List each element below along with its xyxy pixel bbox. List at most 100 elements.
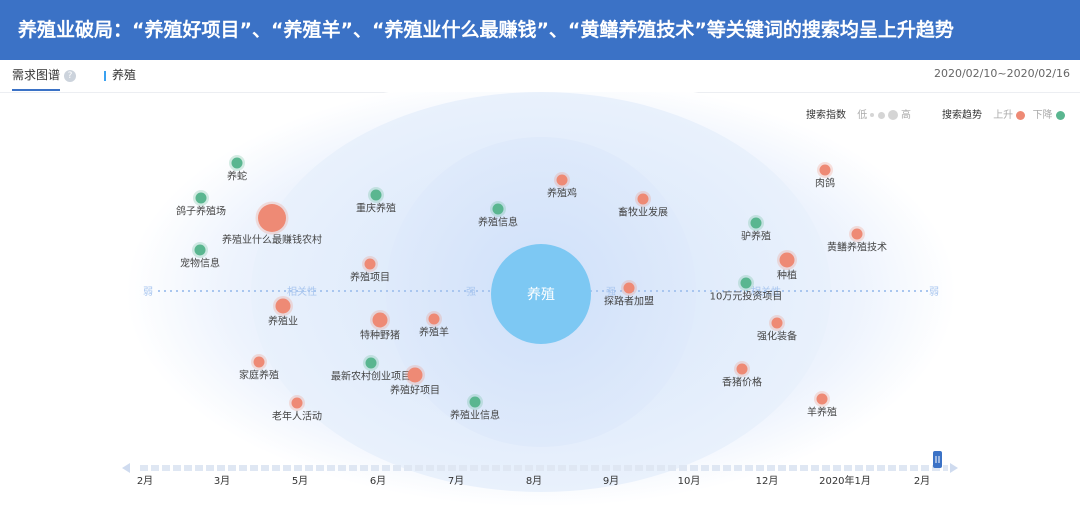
node-label: 老年人活动 [272, 410, 322, 423]
keyword-node[interactable]: 特种野猪 [360, 310, 400, 342]
node-dot [194, 244, 206, 256]
axis-weak-left: 弱 [143, 286, 153, 298]
node-label: 10万元投资项目 [710, 290, 783, 303]
timeline-month-label: 2020年1月 [819, 474, 871, 487]
node-label: 羊养殖 [807, 406, 837, 419]
keyword-label: 养殖 [112, 68, 137, 82]
axis-strong-left: 强 [466, 286, 476, 298]
node-dot [779, 252, 795, 268]
keyword-node[interactable]: 探路者加盟 [604, 280, 654, 308]
node-label: 肉鸽 [815, 177, 835, 190]
node-label: 养殖业什么最赚钱农村 [222, 233, 322, 246]
search-index-legend: 搜索指数 低 高 [806, 106, 911, 121]
node-label: 驴养殖 [741, 230, 771, 243]
node-label: 养殖鸡 [547, 187, 577, 200]
keyword-node[interactable]: 羊养殖 [807, 391, 837, 419]
node-label: 家庭养殖 [239, 369, 279, 382]
tab-demand-map-label: 需求图谱 [12, 68, 61, 82]
legend-down-label: 下降 [1032, 110, 1053, 121]
axis-weak-right: 弱 [929, 286, 939, 298]
tab-demand-map[interactable]: 需求图谱? [12, 66, 77, 83]
timeline-month-label: 12月 [756, 475, 779, 487]
timeline-month-label: 10月 [678, 475, 701, 487]
node-dot [231, 157, 243, 169]
center-keyword[interactable]: 养殖 [491, 244, 591, 344]
node-label: 宠物信息 [180, 257, 220, 270]
timeline-month-label: 2月 [137, 475, 153, 487]
node-dot [195, 192, 207, 204]
node-dot [258, 204, 286, 232]
node-dot [736, 363, 748, 375]
timeline: 2月 3月 5月 6月 7月 8月 9月 10月 12月 2020年1月 2月 [122, 451, 958, 487]
keyword-node[interactable]: 鸽子养殖场 [176, 190, 226, 218]
node-label: 探路者加盟 [604, 295, 654, 308]
keyword-tag: 养殖 [104, 66, 136, 83]
node-label: 黄鳝养殖技术 [827, 241, 887, 254]
keyword-node[interactable]: 宠物信息 [180, 242, 220, 270]
tab-bar: 需求图谱? 养殖 2020/02/10~2020/02/16 [0, 60, 1080, 93]
node-dot [275, 298, 291, 314]
timeline-month-label: 2月 [914, 475, 930, 487]
keyword-node[interactable]: 驴养殖 [741, 215, 771, 243]
node-label: 强化装备 [757, 330, 797, 343]
timeline-handle[interactable] [933, 451, 942, 468]
keyword-node[interactable]: 10万元投资项目 [710, 275, 783, 303]
search-trend-label: 搜索趋势 [942, 110, 982, 121]
timeline-right-arrow-icon[interactable] [950, 463, 958, 473]
node-dot [372, 312, 388, 328]
keyword-node[interactable]: 家庭养殖 [239, 354, 279, 382]
node-label: 养殖业信息 [450, 409, 500, 422]
keyword-node[interactable]: 重庆养殖 [356, 187, 396, 215]
node-dot [556, 174, 568, 186]
node-dot [851, 228, 863, 240]
axis-relevance-left: 相关性 [287, 285, 317, 298]
node-dot [740, 277, 752, 289]
keyword-node[interactable]: 养殖项目 [350, 256, 390, 284]
keyword-node[interactable]: 黄鳝养殖技术 [827, 226, 887, 254]
keyword-node[interactable]: 肉鸽 [815, 162, 835, 190]
node-label: 香猪价格 [722, 376, 762, 389]
node-label: 鸽子养殖场 [176, 205, 226, 218]
help-icon[interactable]: ? [64, 69, 77, 82]
keyword-node[interactable]: 养殖羊 [419, 311, 449, 339]
node-dot [428, 313, 440, 325]
keyword-node[interactable]: 强化装备 [757, 315, 797, 343]
up-trend-dot [1016, 110, 1026, 120]
node-label: 重庆养殖 [356, 202, 396, 215]
node-dot [364, 258, 376, 270]
keyword-node[interactable]: 养殖业什么最赚钱农村 [222, 201, 322, 247]
keyword-node[interactable]: 养殖业信息 [450, 394, 500, 422]
keyword-node[interactable]: 养殖好项目 [390, 365, 440, 397]
active-tab-indicator [12, 89, 60, 91]
keyword-node[interactable]: 养殖信息 [478, 201, 518, 229]
node-dot [365, 357, 377, 369]
size-small-dot [870, 113, 875, 117]
size-large-dot [887, 110, 898, 120]
keyword-node[interactable]: 畜牧业发展 [618, 191, 668, 219]
keyword-node[interactable]: 养蛇 [227, 155, 247, 183]
keyword-node[interactable]: 养殖业 [268, 296, 298, 328]
center-keyword-label: 养殖 [527, 286, 555, 303]
timeline-month-label: 6月 [370, 475, 386, 487]
keyword-node[interactable]: 养殖鸡 [547, 172, 577, 200]
node-label: 种植 [777, 269, 797, 282]
node-dot [750, 217, 762, 229]
legend-up-label: 上升 [993, 110, 1014, 121]
keyword-node[interactable]: 种植 [777, 250, 797, 282]
center-bubble [491, 244, 591, 344]
keyword-node[interactable]: 老年人活动 [272, 395, 322, 423]
node-dot [253, 356, 265, 368]
axis-relevance-right: 相关性 [751, 285, 781, 298]
timeline-month-label: 5月 [292, 475, 308, 487]
node-dot [816, 393, 828, 405]
node-label: 养殖好项目 [390, 384, 440, 397]
node-dot [370, 189, 382, 201]
node-dot [469, 396, 481, 408]
keyword-node[interactable]: 香猪价格 [722, 361, 762, 389]
date-range: 2020/02/10~2020/02/16 [933, 67, 1070, 80]
node-label: 养殖项目 [350, 271, 390, 284]
timeline-left-arrow-icon[interactable] [122, 463, 130, 473]
keyword-node[interactable]: 最新农村创业项目 [331, 355, 411, 383]
size-medium-dot [877, 111, 885, 119]
